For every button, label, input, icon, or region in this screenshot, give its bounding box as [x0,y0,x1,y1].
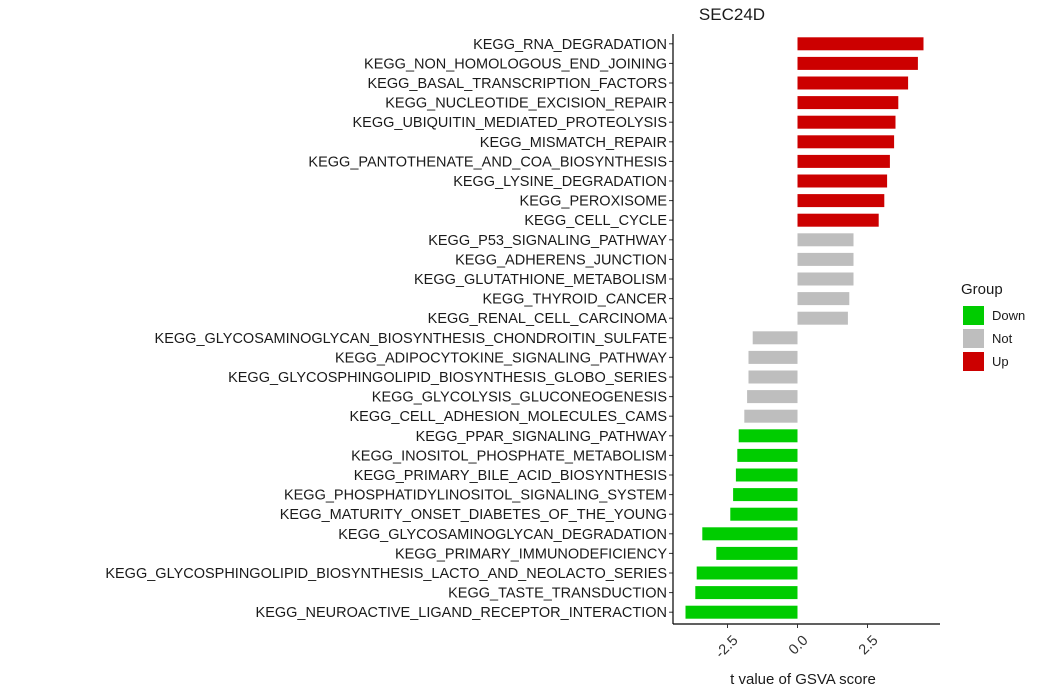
category-label: KEGG_PRIMARY_IMMUNODEFICIENCY [395,546,667,562]
category-label: KEGG_CELL_CYCLE [524,213,667,229]
bar [797,154,890,168]
bar [797,233,854,247]
category-label: KEGG_PPAR_SIGNALING_PATHWAY [416,429,668,445]
bar [797,37,924,51]
category-labels: KEGG_RNA_DEGRADATION KEGG_NON_HOMOLOGOUS_… [105,37,673,621]
legend-swatch [963,329,984,348]
category-label: KEGG_THYROID_CANCER [482,292,667,308]
category-label: KEGG_GLYCOSPHINGOLIPID_BIOSYNTHESIS_LACT… [105,566,667,582]
category-label: KEGG_UBIQUITIN_MEDIATED_PROTEOLYSIS [352,115,667,131]
legend-swatch [963,306,984,325]
bars-layer [685,37,924,619]
bar [738,429,798,443]
bar [716,546,798,560]
bar [748,370,798,384]
x-tick-label: 2.5 [856,633,882,659]
category-label: KEGG_NUCLEOTIDE_EXCISION_REPAIR [385,96,667,112]
bar [797,194,885,208]
category-label: KEGG_GLUTATHIONE_METABOLISM [414,272,667,288]
category-label: KEGG_TASTE_TRANSDUCTION [448,586,667,602]
bar [744,409,798,423]
bar [752,331,798,345]
legend-label: Up [992,354,1009,369]
category-label: KEGG_NEUROACTIVE_LIGAND_RECEPTOR_INTERAC… [256,605,667,621]
bar [797,272,854,286]
legend-label: Down [992,308,1025,323]
category-label: KEGG_P53_SIGNALING_PATHWAY [428,233,667,249]
category-label: KEGG_PRIMARY_BILE_ACID_BIOSYNTHESIS [354,468,667,484]
x-tick-label: -2.5 [713,633,742,662]
bar [747,390,798,404]
category-label: KEGG_PHOSPHATIDYLINOSITOL_SIGNALING_SYST… [284,488,667,504]
bar [730,507,798,521]
category-label: KEGG_GLYCOLYSIS_GLUCONEOGENESIS [372,390,667,406]
category-label: KEGG_RENAL_CELL_CARCINOMA [428,311,668,327]
bar [797,213,879,227]
category-label: KEGG_INOSITOL_PHOSPHATE_METABOLISM [351,448,667,464]
category-label: KEGG_PEROXISOME [520,194,668,210]
legend-swatch [963,352,984,371]
bar [733,488,798,502]
legend-label: Not [992,331,1013,346]
bar [685,605,798,619]
category-label: KEGG_ADIPOCYTOKINE_SIGNALING_PATHWAY [335,350,667,366]
category-label: KEGG_MISMATCH_REPAIR [480,135,667,151]
bar [797,311,848,325]
bar [797,115,896,129]
category-label: KEGG_BASAL_TRANSCRIPTION_FACTORS [368,76,667,92]
bar [797,56,918,70]
category-label: KEGG_MATURITY_ONSET_DIABETES_OF_THE_YOUN… [280,507,667,523]
bar [797,135,895,149]
bar [702,527,798,541]
bar [797,292,850,306]
category-label: KEGG_PANTOTHENATE_AND_COA_BIOSYNTHESIS [308,154,667,170]
bar [797,174,888,188]
bar [748,350,798,364]
category-label: KEGG_GLYCOSAMINOGLYCAN_BIOSYNTHESIS_CHON… [155,331,668,347]
category-label: KEGG_CELL_ADHESION_MOLECULES_CAMS [350,409,668,425]
x-tick-label: 0.0 [786,633,812,659]
bar [735,468,798,482]
category-label: KEGG_NON_HOMOLOGOUS_END_JOINING [364,56,667,72]
category-label: KEGG_RNA_DEGRADATION [473,37,667,53]
legend: Group Down Not Up [961,281,1025,371]
category-label: KEGG_GLYCOSAMINOGLYCAN_DEGRADATION [338,527,667,543]
legend-title: Group [961,281,1003,298]
bar [797,76,909,90]
x-axis-label: t value of GSVA score [730,671,876,688]
bar [695,586,798,600]
bar [737,448,798,462]
category-label: KEGG_GLYCOSPHINGOLIPID_BIOSYNTHESIS_GLOB… [228,370,667,386]
bar [797,252,854,266]
bar [797,96,899,110]
chart-title: SEC24D [699,5,765,24]
category-label: KEGG_LYSINE_DEGRADATION [453,174,667,190]
category-label: KEGG_ADHERENS_JUNCTION [455,252,667,268]
bar [696,566,798,580]
